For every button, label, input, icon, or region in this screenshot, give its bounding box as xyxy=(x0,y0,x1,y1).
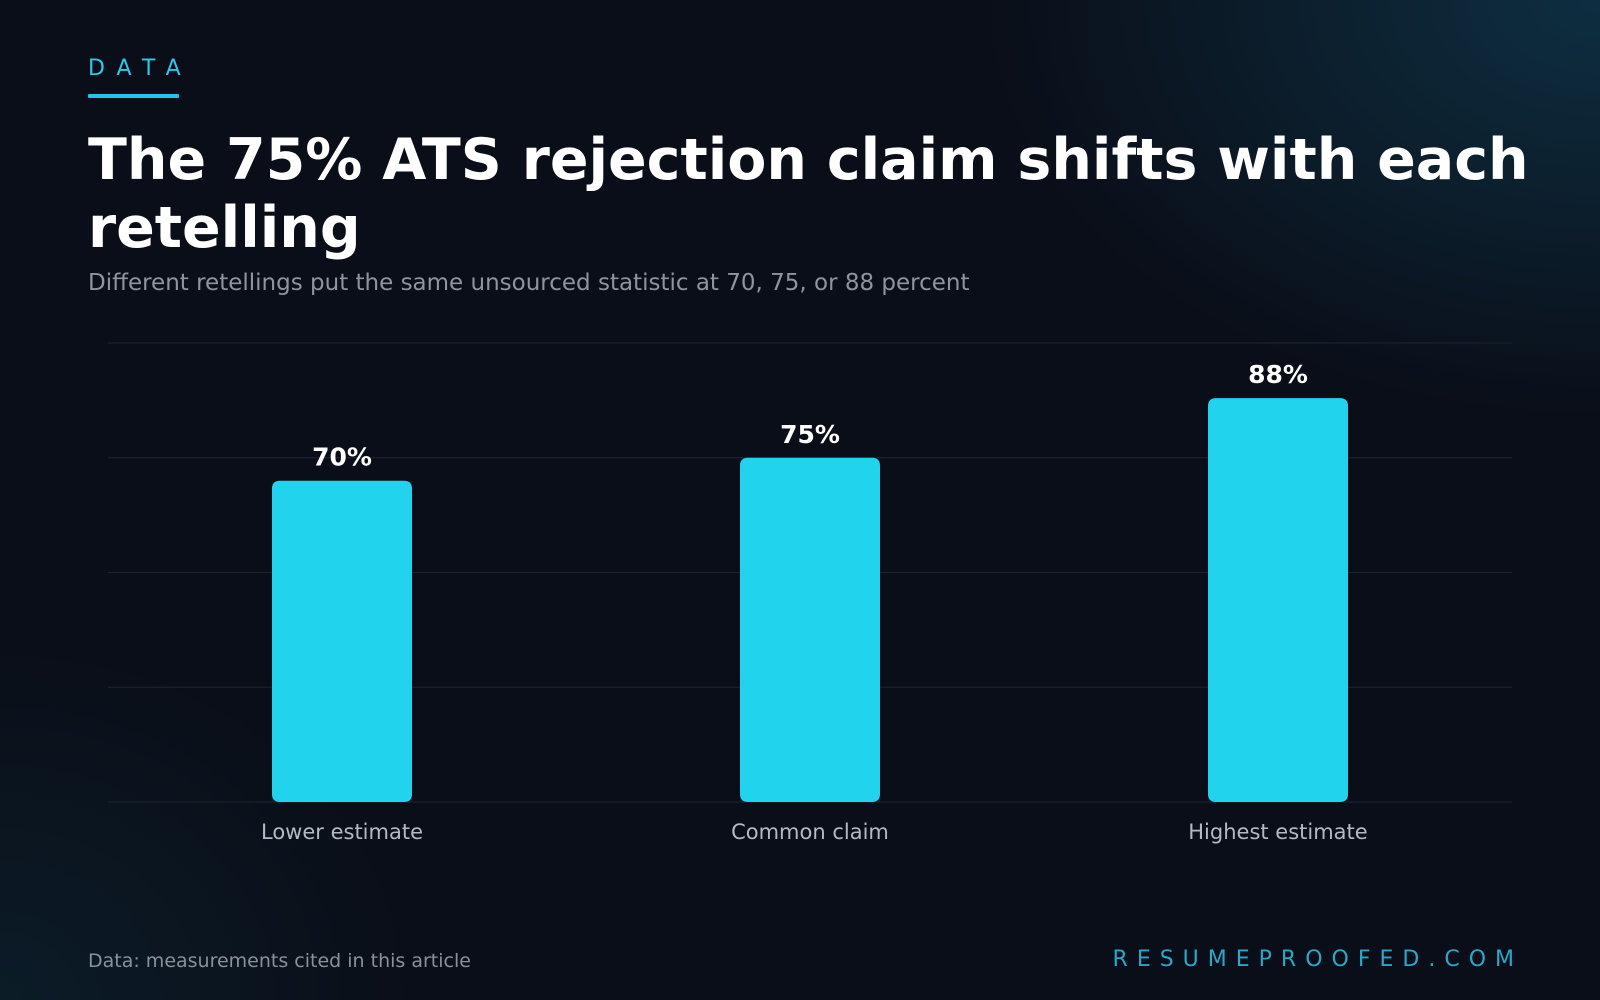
eyebrow-underline xyxy=(88,94,179,98)
chart-bars xyxy=(272,398,1348,802)
bar-highest-estimate xyxy=(1208,398,1348,802)
data-label: 70% xyxy=(312,443,372,472)
chart-labels: 70% Lower estimate 75% Common claim 88% Highe… xyxy=(261,360,1368,844)
page-subtitle: Different retellings put the same unsour… xyxy=(88,270,970,296)
bar-lower-estimate xyxy=(272,480,412,802)
brand-link[interactable]: RESUMEPROOFED.COM xyxy=(1112,947,1523,972)
data-label: 75% xyxy=(780,420,840,449)
data-label: 88% xyxy=(1248,360,1308,389)
eyebrow-label: DATA xyxy=(88,56,193,81)
page-title: The 75% ATS rejection claim shifts with … xyxy=(88,127,1529,261)
source-note: Data: measurements cited in this article xyxy=(88,950,471,972)
x-tick-label: Lower estimate xyxy=(261,820,423,844)
bar-common-claim xyxy=(740,457,880,802)
x-tick-label: Highest estimate xyxy=(1188,820,1367,844)
x-tick-label: Common claim xyxy=(731,820,889,844)
